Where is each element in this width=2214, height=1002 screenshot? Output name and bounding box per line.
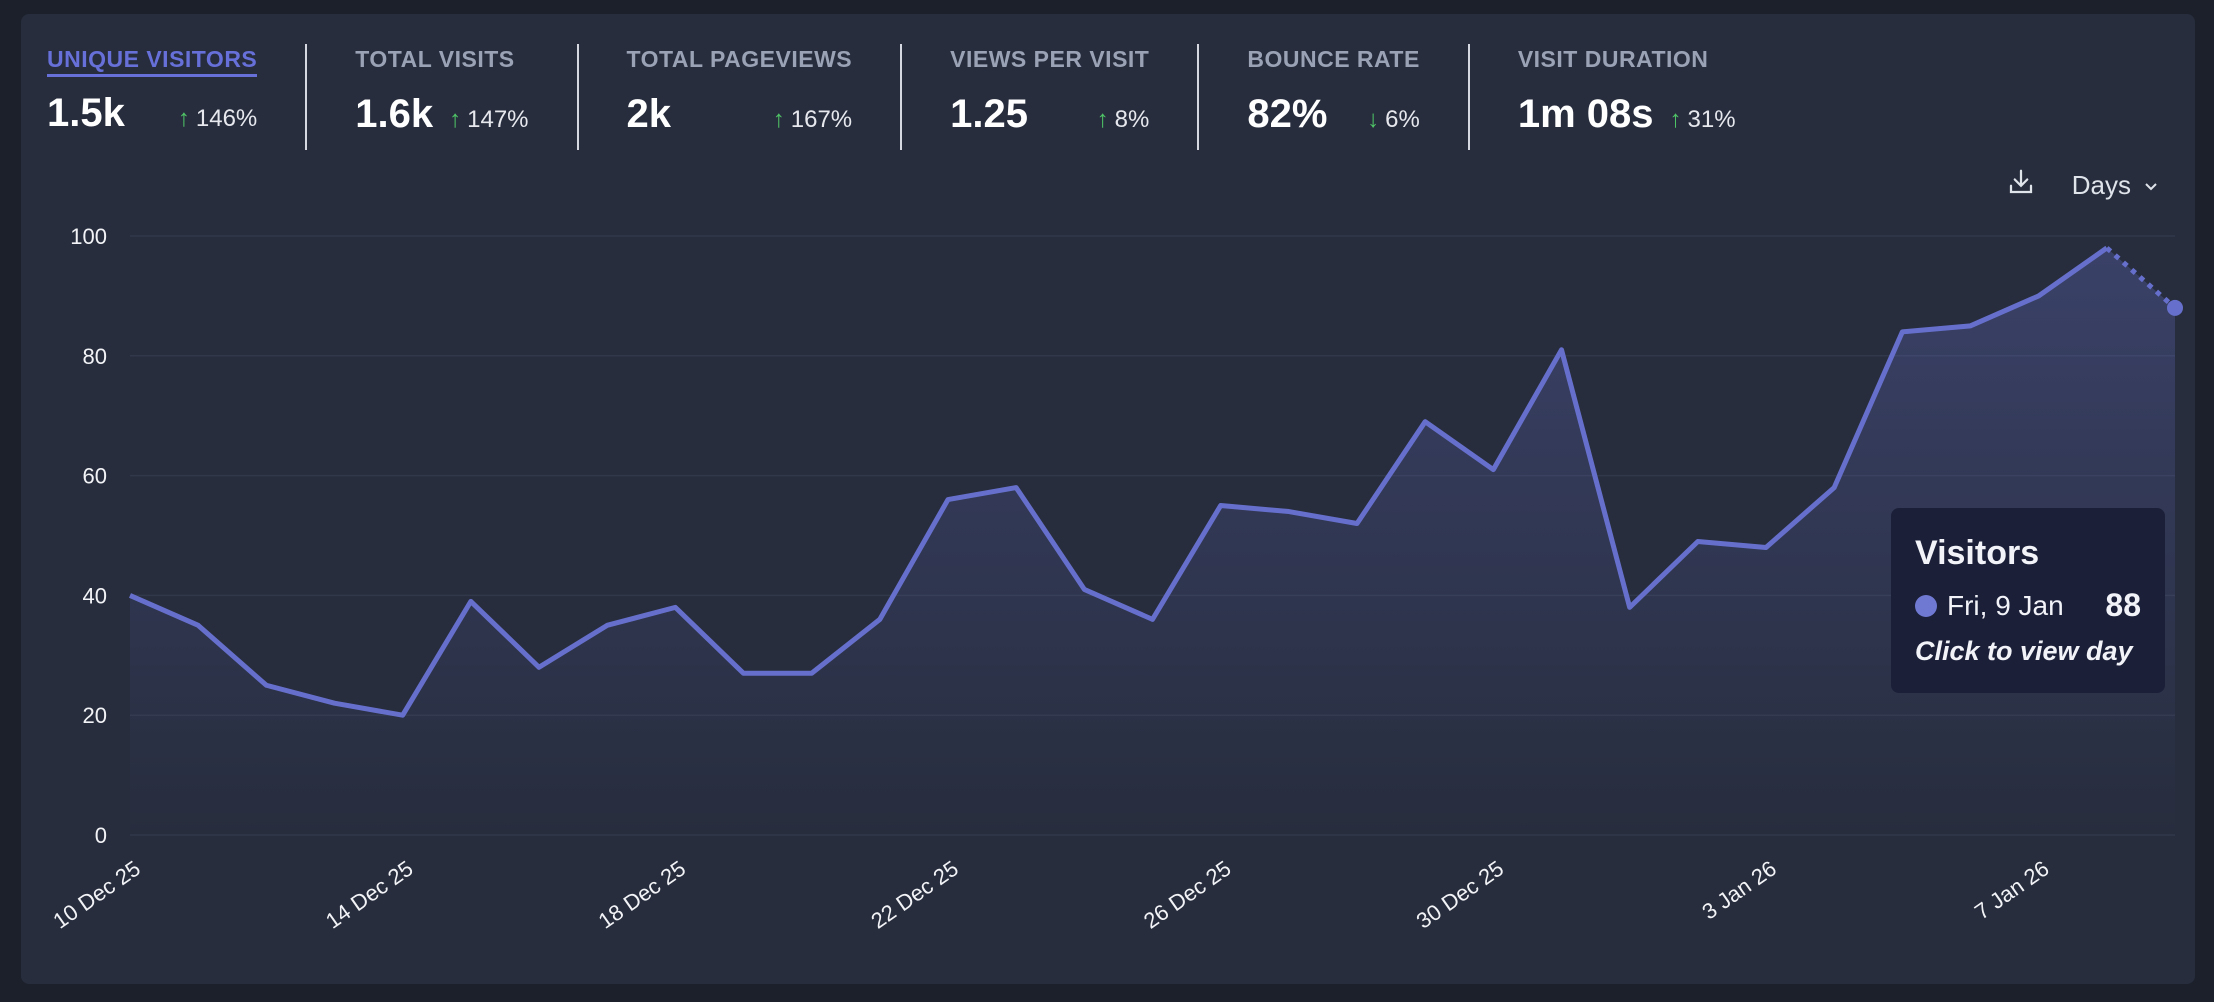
x-tick-label: 22 Dec 25 [866, 856, 962, 934]
x-tick-label: 26 Dec 25 [1139, 856, 1235, 934]
stat-value: 82% [1247, 92, 1328, 136]
stat-total-visits[interactable]: TOTAL VISITS 1.6k ↑ 147% [355, 44, 579, 150]
stat-value: 2k [626, 92, 672, 136]
chart-tooltip[interactable]: Visitors Fri, 9 Jan 88 Click to view day [1891, 508, 2165, 693]
stat-label: BOUNCE RATE [1247, 46, 1420, 72]
series-dot-icon [1915, 594, 1937, 617]
stat-label: VISIT DURATION [1517, 46, 1709, 72]
stat-label: VIEWS PER VISIT [950, 46, 1150, 72]
stat-change: ↓ 6% [1367, 106, 1420, 134]
stat-change-value: 167% [790, 106, 853, 133]
arrow-up-icon: ↑ [1096, 106, 1109, 133]
stat-total-pageviews[interactable]: TOTAL PAGEVIEWS 2k ↑ 167% [627, 44, 903, 150]
data-point [2167, 299, 2183, 316]
tooltip-title: Visitors [1915, 534, 2040, 572]
x-tick-label: 18 Dec 25 [594, 856, 690, 934]
tooltip-date: Fri, 9 Jan [1947, 589, 2064, 621]
arrow-up-icon: ↑ [772, 106, 785, 133]
download-icon[interactable] [2006, 167, 2036, 204]
x-tick-label: 14 Dec 25 [321, 856, 417, 934]
area-fill [130, 247, 2175, 836]
stat-views-per-visit[interactable]: VIEWS PER VISIT 1.25 ↑ 8% [950, 44, 1200, 150]
tooltip-value: 88 [2105, 587, 2141, 623]
arrow-down-icon: ↓ [1367, 106, 1380, 133]
stat-label: TOTAL VISITS [355, 46, 515, 72]
interval-picker[interactable]: Days [2072, 170, 2159, 201]
stat-value: 1.5k [47, 91, 125, 135]
y-tick-label: 60 [83, 464, 107, 489]
stat-value: 1m 08s [1517, 92, 1654, 136]
interval-label: Days [2071, 170, 2131, 200]
stat-change-value: 6% [1385, 106, 1420, 133]
stat-label: UNIQUE VISITORS [47, 44, 258, 77]
partial-period-line [2105, 246, 2177, 310]
y-tick-label: 0 [95, 823, 107, 848]
stat-bounce-rate[interactable]: BOUNCE RATE 82% ↓ 6% [1247, 44, 1470, 150]
arrow-up-icon: ↑ [449, 106, 462, 133]
stat-value: 1.25 [950, 92, 1028, 136]
stat-change: ↑ 146% [178, 105, 257, 133]
stat-change-value: 8% [1114, 106, 1150, 133]
stat-change: ↑ 31% [1670, 106, 1736, 134]
stat-value: 1.6k [355, 92, 434, 136]
stat-change: ↑ 167% [773, 106, 852, 134]
stat-change: ↑ 8% [1097, 106, 1150, 134]
stat-change-value: 147% [467, 106, 529, 133]
series-line [128, 245, 2109, 718]
x-tick-label: 7 Jan 26 [1970, 856, 2053, 925]
y-tick-label: 20 [83, 703, 107, 728]
stat-label: TOTAL PAGEVIEWS [626, 46, 853, 72]
top-stats: UNIQUE VISITORS 1.5k ↑ 146% TOTAL VISITS 1… [47, 44, 1832, 150]
arrow-up-icon: ↑ [177, 105, 190, 132]
x-tick-label: 10 Dec 25 [48, 856, 144, 934]
tooltip-hint: Click to view day [1915, 636, 2133, 666]
x-tick-label: 30 Dec 25 [1412, 856, 1508, 934]
y-tick-label: 40 [83, 583, 107, 608]
stat-change-value: 31% [1687, 106, 1736, 133]
x-tick-label: 3 Jan 26 [1697, 856, 1780, 925]
arrow-up-icon: ↑ [1669, 106, 1682, 133]
y-tick-label: 80 [83, 344, 107, 369]
chart-toolbar: Days [2006, 167, 2159, 204]
stat-unique-visitors[interactable]: UNIQUE VISITORS 1.5k ↑ 146% [47, 44, 308, 150]
stat-change: ↑ 147% [449, 106, 528, 134]
chevron-down-icon [2145, 182, 2157, 190]
stat-visit-duration[interactable]: VISIT DURATION 1m 08s ↑ 31% [1518, 44, 1784, 150]
stat-change-value: 146% [195, 105, 258, 132]
y-tick-label: 100 [70, 224, 107, 249]
